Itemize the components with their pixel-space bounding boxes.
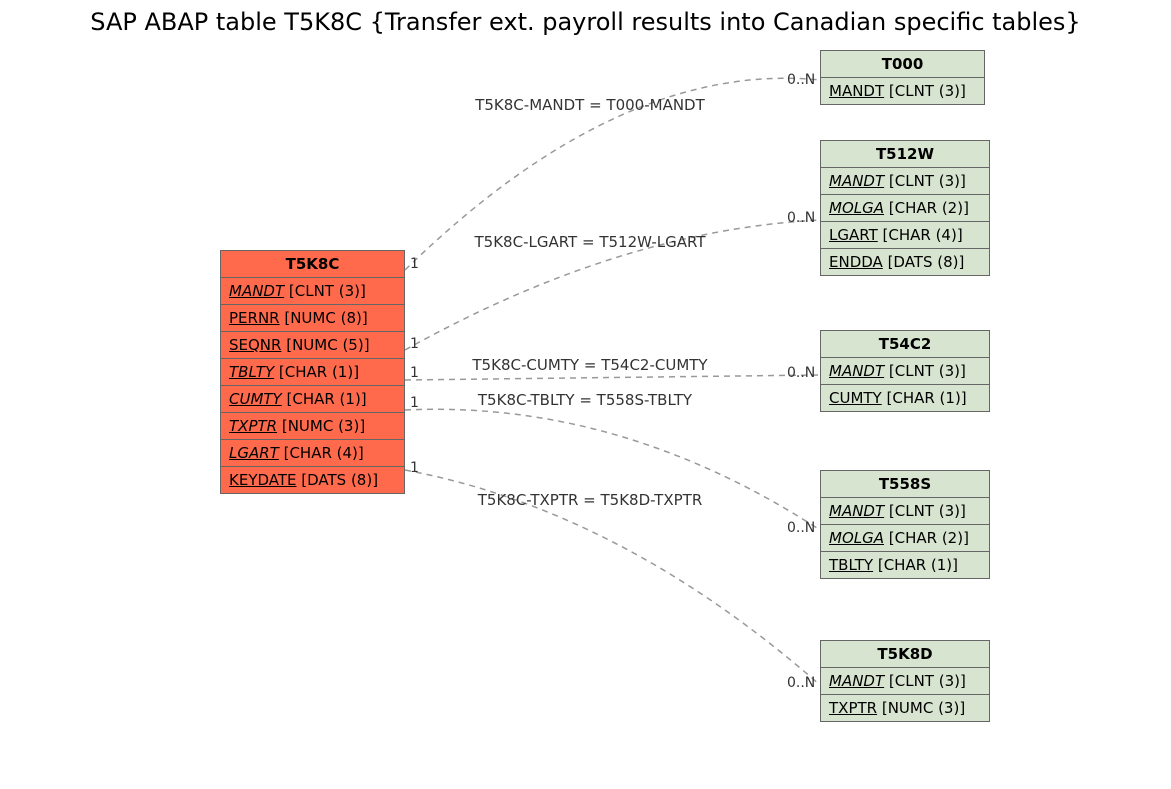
field-type: [CLNT (3)] — [884, 502, 966, 520]
field-type: [NUMC (8)] — [280, 309, 368, 327]
cardinality-from: 1 — [410, 395, 419, 411]
field-name: PERNR — [229, 309, 280, 327]
field-name: KEYDATE — [229, 471, 297, 489]
field-name: MANDT — [829, 82, 884, 100]
entity-header: T5K8C — [221, 251, 404, 278]
field-type: [CHAR (1)] — [882, 389, 967, 407]
entity-field: TBLTY [CHAR (1)] — [821, 552, 989, 578]
cardinality-from: 1 — [410, 336, 419, 352]
cardinality-to: 0..N — [787, 365, 815, 381]
field-type: [NUMC (5)] — [281, 336, 369, 354]
field-name: MOLGA — [829, 529, 884, 547]
field-type: [CHAR (2)] — [884, 529, 969, 547]
entity-field: SEQNR [NUMC (5)] — [221, 332, 404, 359]
edge-label: T5K8C-TXPTR = T5K8D-TXPTR — [478, 491, 703, 509]
edge-label: T5K8C-MANDT = T000-MANDT — [475, 96, 705, 114]
entity-field: KEYDATE [DATS (8)] — [221, 467, 404, 493]
page-title: SAP ABAP table T5K8C {Transfer ext. payr… — [0, 8, 1171, 36]
entity-t5k8c: T5K8CMANDT [CLNT (3)]PERNR [NUMC (8)]SEQ… — [220, 250, 405, 494]
entity-header: T558S — [821, 471, 989, 498]
field-type: [CLNT (3)] — [884, 82, 966, 100]
edge-label: T5K8C-TBLTY = T558S-TBLTY — [478, 391, 692, 409]
field-name: MANDT — [829, 362, 884, 380]
field-name: MANDT — [829, 502, 884, 520]
field-name: TXPTR — [829, 699, 877, 717]
cardinality-to: 0..N — [787, 210, 815, 226]
entity-field: TXPTR [NUMC (3)] — [821, 695, 989, 721]
field-name: TBLTY — [229, 363, 274, 381]
entity-field: MOLGA [CHAR (2)] — [821, 525, 989, 552]
field-name: MANDT — [229, 282, 284, 300]
field-type: [CLNT (3)] — [884, 362, 966, 380]
field-name: CUMTY — [229, 390, 282, 408]
edge-label: T5K8C-LGART = T512W-LGART — [475, 233, 706, 251]
cardinality-to: 0..N — [787, 72, 815, 88]
field-type: [CHAR (4)] — [279, 444, 364, 462]
field-name: SEQNR — [229, 336, 281, 354]
cardinality-to: 0..N — [787, 520, 815, 536]
field-name: MOLGA — [829, 199, 884, 217]
field-name: TXPTR — [229, 417, 277, 435]
entity-field: MOLGA [CHAR (2)] — [821, 195, 989, 222]
field-type: [CLNT (3)] — [884, 672, 966, 690]
cardinality-from: 1 — [410, 256, 419, 272]
field-type: [CLNT (3)] — [884, 172, 966, 190]
entity-field: ENDDA [DATS (8)] — [821, 249, 989, 275]
field-type: [CHAR (1)] — [274, 363, 359, 381]
entity-field: TXPTR [NUMC (3)] — [221, 413, 404, 440]
entity-field: MANDT [CLNT (3)] — [821, 78, 984, 104]
entity-t5k8d: T5K8DMANDT [CLNT (3)]TXPTR [NUMC (3)] — [820, 640, 990, 722]
entity-field: CUMTY [CHAR (1)] — [221, 386, 404, 413]
entity-field: LGART [CHAR (4)] — [221, 440, 404, 467]
field-type: [CLNT (3)] — [284, 282, 366, 300]
entity-t558s: T558SMANDT [CLNT (3)]MOLGA [CHAR (2)]TBL… — [820, 470, 990, 579]
field-type: [CHAR (1)] — [282, 390, 367, 408]
entity-field: CUMTY [CHAR (1)] — [821, 385, 989, 411]
entity-field: LGART [CHAR (4)] — [821, 222, 989, 249]
field-type: [CHAR (2)] — [884, 199, 969, 217]
entity-header: T512W — [821, 141, 989, 168]
field-type: [DATS (8)] — [297, 471, 379, 489]
field-name: TBLTY — [829, 556, 873, 574]
field-name: MANDT — [829, 672, 884, 690]
cardinality-from: 1 — [410, 365, 419, 381]
entity-header: T000 — [821, 51, 984, 78]
edge-label: T5K8C-CUMTY = T54C2-CUMTY — [472, 356, 707, 374]
field-name: LGART — [229, 444, 279, 462]
entity-field: PERNR [NUMC (8)] — [221, 305, 404, 332]
field-name: ENDDA — [829, 253, 883, 271]
entity-t54c2: T54C2MANDT [CLNT (3)]CUMTY [CHAR (1)] — [820, 330, 990, 412]
field-name: CUMTY — [829, 389, 882, 407]
entity-header: T5K8D — [821, 641, 989, 668]
entity-field: MANDT [CLNT (3)] — [821, 358, 989, 385]
entity-field: MANDT [CLNT (3)] — [821, 668, 989, 695]
field-type: [CHAR (1)] — [873, 556, 958, 574]
entity-t000: T000MANDT [CLNT (3)] — [820, 50, 985, 105]
entity-field: MANDT [CLNT (3)] — [821, 498, 989, 525]
entity-t512w: T512WMANDT [CLNT (3)]MOLGA [CHAR (2)]LGA… — [820, 140, 990, 276]
cardinality-from: 1 — [410, 460, 419, 476]
entity-field: MANDT [CLNT (3)] — [821, 168, 989, 195]
field-type: [CHAR (4)] — [878, 226, 963, 244]
field-type: [NUMC (3)] — [877, 699, 965, 717]
cardinality-to: 0..N — [787, 675, 815, 691]
entity-header: T54C2 — [821, 331, 989, 358]
field-name: MANDT — [829, 172, 884, 190]
field-type: [NUMC (3)] — [277, 417, 365, 435]
entity-field: TBLTY [CHAR (1)] — [221, 359, 404, 386]
entity-field: MANDT [CLNT (3)] — [221, 278, 404, 305]
field-name: LGART — [829, 226, 878, 244]
field-type: [DATS (8)] — [883, 253, 965, 271]
